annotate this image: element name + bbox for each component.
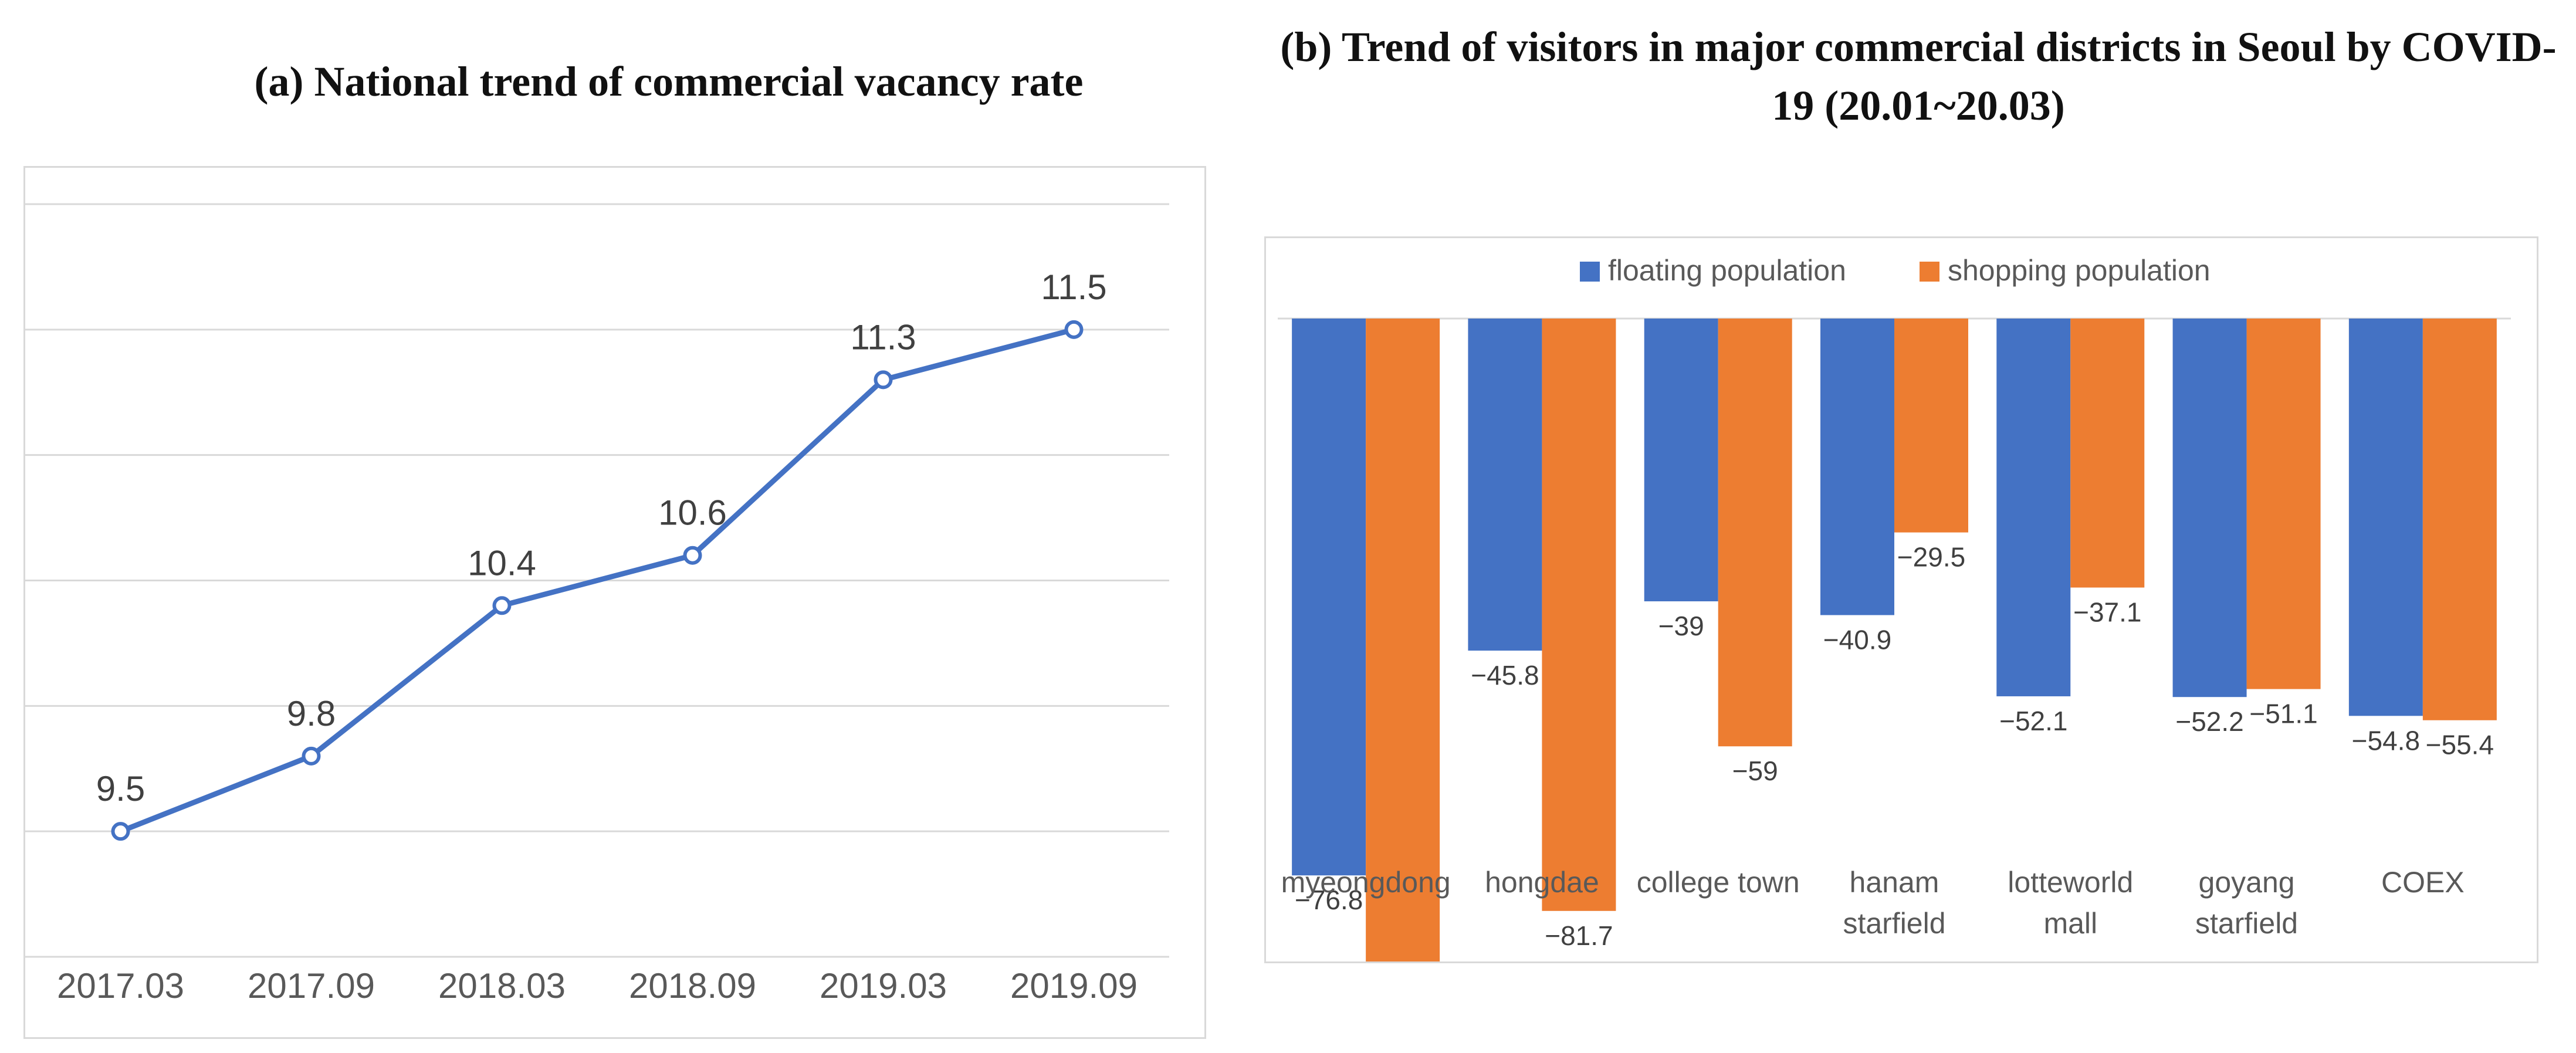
chart-b-title: (b) Trend of visitors in major commercia… [1280,23,2557,129]
data-point [1064,320,1084,339]
data-label: 11.3 [850,317,916,357]
bar [1644,319,1718,602]
data-label: −39 [1658,611,1704,641]
legend-label: floating population [1608,254,1846,287]
bar [1996,319,2071,696]
data-label: 9.8 [287,694,336,733]
bar [2348,319,2423,716]
x-tick-label: starfield [2195,907,2298,940]
chart-a-panel: 9.5 2017.03 9.8 2017.09 10.4 2018.03 10.6 2018.… [23,166,1206,1039]
x-tick-label: lotteworld [2008,866,2133,899]
legend-swatch [1580,262,1600,282]
data-point [492,596,512,615]
x-tick-label: 2018.09 [629,966,756,1005]
gridlines [25,203,1169,958]
data-label: 10.4 [468,543,536,583]
data-label: −37.1 [2073,597,2141,628]
data-point [874,370,893,390]
x-tick-label: college town [1637,866,1800,899]
data-label: −59 [1732,756,1778,786]
x-tick-label: 2019.09 [1010,966,1138,1005]
line-chart: 9.5 2017.03 9.8 2017.09 10.4 2018.03 10.6 2018.… [25,203,1169,1005]
data-point [683,546,702,565]
data-point [302,746,321,766]
data-label: −55.4 [2426,730,2494,760]
bar [1366,319,1440,976]
data-label: −29.5 [1897,542,1965,573]
data-label: −76.8 [1295,885,1363,915]
legend-swatch [1920,262,1939,282]
data-label: −52.2 [2175,706,2243,737]
legend-label: shopping population [1948,254,2211,287]
x-tick-label: hongdae [1485,866,1599,899]
series-line [119,327,1075,834]
bar [1468,319,1542,651]
bar [1292,319,1366,876]
bar [1820,319,1894,615]
bar [2246,319,2321,689]
data-point [111,822,130,841]
data-label: 11.5 [1041,268,1106,307]
chart-b-panel: floating population shopping population −7… [1264,236,2538,1015]
data-label: −52.1 [1999,706,2067,736]
data-label: −54.8 [2352,725,2420,756]
bar [2172,319,2247,698]
x-tick-label: goyang [2199,866,2295,899]
x-tick-label: 2017.09 [248,966,375,1005]
x-tick-label: COEX [2381,866,2465,899]
bar [1542,319,1616,911]
bar [1894,319,1968,533]
x-tick-label: mall [2043,907,2097,940]
data-label: 9.5 [96,769,145,808]
bar [1718,319,1792,747]
chart-a-title: (a) National trend of commercial vacancy… [254,58,1084,105]
bar [2070,319,2145,588]
x-tick-label: 2019.03 [820,966,947,1005]
data-label: −45.8 [1471,660,1539,690]
data-label: 10.6 [658,493,727,533]
data-label: −40.9 [1823,625,1891,655]
bar [2422,319,2497,720]
data-label: −81.7 [1545,920,1613,951]
data-label: −51.1 [2249,699,2317,729]
x-tick-label: myeongdong [1281,866,1451,899]
legend: floating population shopping population [1580,254,2211,287]
x-tick-label: starfield [1843,907,1945,940]
x-tick-label: hanam [1850,866,1939,899]
bar-chart: floating population shopping population −7… [1278,254,2511,1015]
x-tick-label: 2018.03 [438,966,566,1005]
x-tick-label: 2017.03 [57,966,184,1005]
